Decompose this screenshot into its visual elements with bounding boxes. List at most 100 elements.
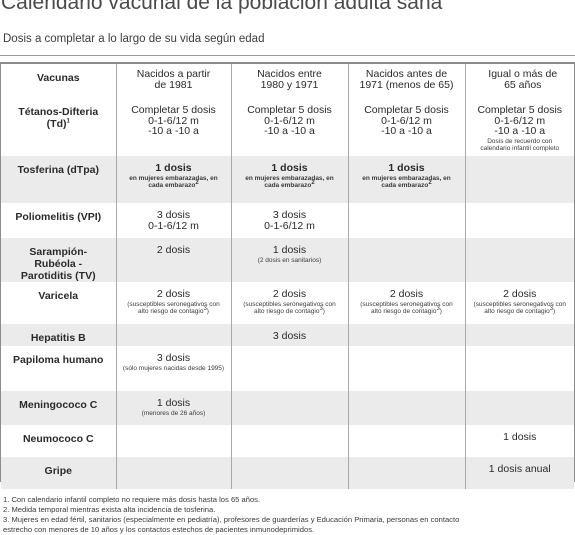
dose-note: Dosis de recuerdo con calendario infanti…: [466, 137, 575, 153]
dose-cell: 1 dosis en mujeres embarazadas, en cada e…: [347, 156, 465, 203]
dose-text: Completar 5 dosis 0-1-6/12 m -10 a -10 a: [364, 104, 449, 137]
vaccine-table-frame: Vacunas Nacidos a partir de 1981 Nacidos…: [0, 62, 575, 489]
footnote-3: 3. Mujeres en edad fértil, sanitarios (e…: [3, 515, 460, 524]
vaccine-name-label: Papiloma humano: [13, 354, 104, 366]
header-vacunas: Vacunas: [36, 72, 80, 84]
dose-note-text: (menores de 26 años): [141, 409, 206, 417]
table-row: Varicela 2 dosis (susceptibles seronegativ…: [1, 282, 574, 324]
footnote-1: 1. Con calendario infantil completo no r…: [3, 495, 261, 504]
dose-cell: [464, 203, 574, 238]
dose-text: 2 dosis: [156, 244, 191, 256]
dose-note: (sólo mujeres nacidas desde 1995): [117, 364, 231, 373]
dose-text: 3 dosis: [156, 352, 191, 364]
dose-text: 2 dosis: [272, 288, 307, 300]
dose-text: 3 dosis 0-1-6/12 m: [148, 209, 199, 232]
dose-text: 3 dosis: [272, 330, 307, 342]
dose-cell: 1 dosis anual: [464, 457, 574, 489]
dose-cell: Completar 5 dosis 0-1-6/12 m -10 a -10 a: [230, 98, 348, 156]
table-row: Tosferina (dTpa) 1 dosis en mujeres embara…: [1, 156, 574, 203]
dose-text: Completar 5 dosis 0-1-6/12 m -10 a -10 a: [131, 104, 216, 137]
vaccine-name: Gripe: [1, 457, 116, 489]
dose-note: en mujeres embarazadas, en cada embarazo…: [232, 174, 348, 190]
page-title: Calendario vacunal de la población adult…: [1, 0, 443, 14]
dose-note-text: en mujeres embarazadas, en cada embarazo: [245, 174, 334, 190]
dose-note-end: ): [206, 308, 209, 315]
dose-cell: 1 dosis en mujeres embarazadas, en cada e…: [230, 156, 348, 203]
dose-note-text: (susceptibles seronegativos con alto rie…: [360, 300, 453, 316]
vaccine-name-label: Hepatitis B: [30, 332, 86, 344]
dose-note-text: (susceptibles seronegativos con alto rie…: [473, 300, 567, 316]
dose-cell: Completar 5 dosis 0-1-6/12 m -10 a -10 a: [115, 98, 231, 156]
footnote-ref: 3: [436, 305, 440, 312]
vaccine-name: Varicela: [1, 282, 116, 324]
dose-cell: 2 dosis (susceptibles seronegativos con a…: [115, 282, 231, 324]
footnote-ref: 3: [549, 305, 554, 312]
dose-cell: 3 dosis 0-1-6/12 m: [115, 203, 231, 238]
dose-cell: 1 dosis en mujeres embarazadas, en cada e…: [115, 156, 231, 203]
footnote-2: 2. Medida temporal mientras exista alta …: [3, 505, 216, 514]
dose-cell: Completar 5 dosis 0-1-6/12 m -10 a -10 a…: [464, 98, 575, 156]
dose-cell: [115, 457, 231, 489]
footnotes: 1. Con calendario infantil completo no r…: [3, 495, 573, 535]
dose-text: 2 dosis: [389, 288, 424, 300]
table-row: Neumococo C 1 dosis: [1, 425, 574, 457]
dose-cell: [347, 425, 465, 457]
dose-cell: 3 dosis: [230, 324, 348, 346]
dose-cell: [464, 324, 574, 346]
header-col-2: Nacidos entre 1980 y 1971: [230, 64, 348, 98]
dose-note-end: ): [322, 308, 325, 315]
vaccine-table: Vacunas Nacidos a partir de 1981 Nacidos…: [1, 64, 574, 489]
footnote-ref: 2: [195, 179, 199, 186]
dose-cell: [115, 324, 231, 346]
dose-note: (susceptibles seronegativos con alto rie…: [466, 300, 575, 316]
vaccine-name: Sarampión-Rubéola -Parotiditis (TV): [1, 238, 116, 282]
table-row: Papiloma humano 3 dosis (sólo mujeres naci…: [1, 346, 574, 391]
dose-note-text: en mujeres embarazadas, en cada embarazo: [362, 174, 451, 190]
dose-cell: [347, 324, 465, 346]
vaccine-name: Meningococo C: [1, 391, 116, 425]
dose-note-text: (susceptibles seronegativos con alto rie…: [243, 300, 336, 316]
dose-cell: [230, 391, 348, 425]
dose-cell: 2 dosis: [115, 238, 231, 282]
dose-text: Completar 5 dosis 0-1-6/12 m -10 a -10 a: [477, 104, 563, 137]
vaccine-name-label: Sarampión-Rubéola -Parotiditis (TV): [20, 246, 96, 282]
vaccine-name-label: Neumococo C: [22, 433, 94, 445]
table-row: Sarampión-Rubéola -Parotiditis (TV) 2 dos…: [1, 238, 574, 282]
dose-text: 2 dosis: [503, 288, 537, 300]
title-divider: [0, 55, 575, 56]
dose-cell: [464, 346, 574, 391]
dose-note: (menores de 26 años): [117, 409, 231, 418]
dose-note-text: (2 dosis en sanitarios): [257, 256, 322, 264]
table-row: Tétanos-Difteria (Td)1 Completar 5 dosis …: [1, 98, 574, 156]
dose-cell: [464, 238, 574, 282]
dose-note-end: ): [439, 308, 442, 315]
footnote-ref: 2: [311, 179, 315, 186]
dose-cell: [347, 457, 465, 489]
dose-cell: [230, 457, 348, 489]
dose-note: (susceptibles seronegativos con alto rie…: [232, 300, 348, 316]
dose-note-text: Dosis de recuerdo con calendario infanti…: [480, 137, 560, 153]
dose-note-text: en mujeres embarazadas, en cada embarazo: [129, 174, 218, 190]
header-col-1: Nacidos a partir de 1981: [115, 64, 231, 98]
dose-cell: [464, 156, 574, 203]
vaccine-name-label: Varicela: [38, 290, 79, 302]
dose-note-text: (susceptibles seronegativos con alto rie…: [127, 300, 220, 316]
dose-cell: [347, 203, 465, 238]
dose-cell: [230, 346, 348, 391]
header-row: Vacunas Nacidos a partir de 1981 Nacidos…: [1, 64, 574, 98]
dose-cell: 3 dosis (sólo mujeres nacidas desde 1995): [115, 346, 231, 391]
vaccine-name-label: Tosferina (dTpa): [17, 164, 99, 176]
dose-text: 1 dosis: [156, 397, 191, 409]
table-row: Meningococo C 1 dosis (menores de 26 años): [1, 391, 574, 425]
dose-note-text: (sólo mujeres nacidas desde 1995): [122, 364, 225, 372]
dose-text: 1 dosis anual: [488, 463, 551, 475]
dose-text: 3 dosis 0-1-6/12 m: [264, 209, 315, 232]
vaccine-name-label: Meningococo C: [19, 399, 98, 411]
dose-note: en mujeres embarazadas, en cada embarazo…: [349, 174, 465, 190]
dose-note: (2 dosis en sanitarios): [232, 256, 348, 265]
dose-cell: 2 dosis (susceptibles seronegativos con a…: [464, 282, 575, 324]
dose-text: 1 dosis: [155, 162, 192, 174]
vaccine-name-label: Tétanos-Difteria (Td): [18, 106, 99, 130]
vaccine-name: Tétanos-Difteria (Td)1: [1, 98, 116, 156]
vaccine-name-label: Poliomelitis (VPI): [15, 211, 102, 223]
